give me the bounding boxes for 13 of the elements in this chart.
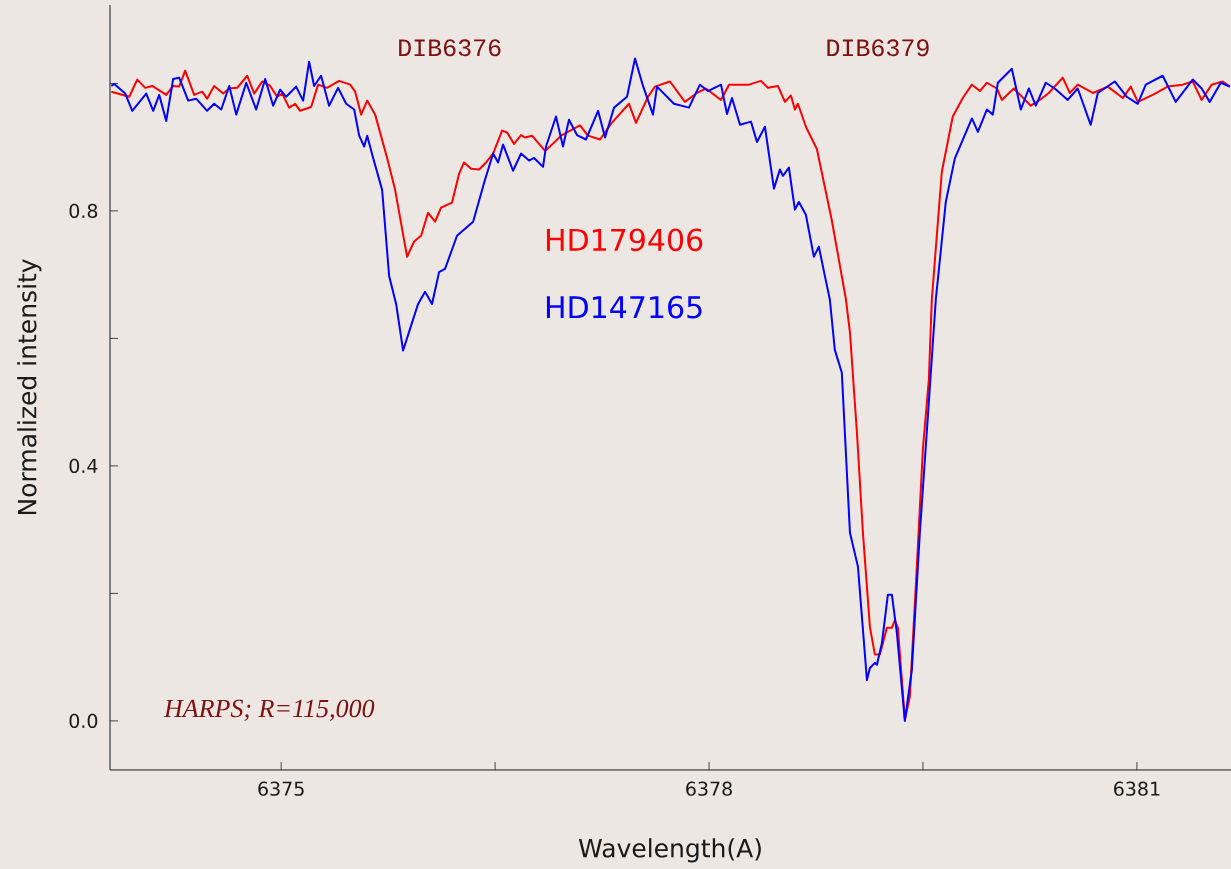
annotation: DIB6376 [399, 39, 501, 57]
text: HD147165 [546, 295, 702, 319]
text: HD179406 [546, 228, 703, 252]
y-tick-label: 0.4 [69, 458, 98, 474]
x-axis-title: Wavelength(A) [578, 838, 761, 863]
y-axis-title: Normalized intensity [17, 259, 42, 515]
x-tick-label: 6375 [258, 781, 304, 796]
y-tick-label: 0.0 [69, 713, 98, 729]
x-tick-label: 6378 [686, 781, 732, 796]
annotation: HARPS; R=115,000 [163, 699, 375, 721]
x-tick-label: 6381 [1114, 781, 1160, 796]
y-tick-label: 0.8 [69, 203, 98, 219]
annotation: DIB6379 [827, 39, 929, 57]
